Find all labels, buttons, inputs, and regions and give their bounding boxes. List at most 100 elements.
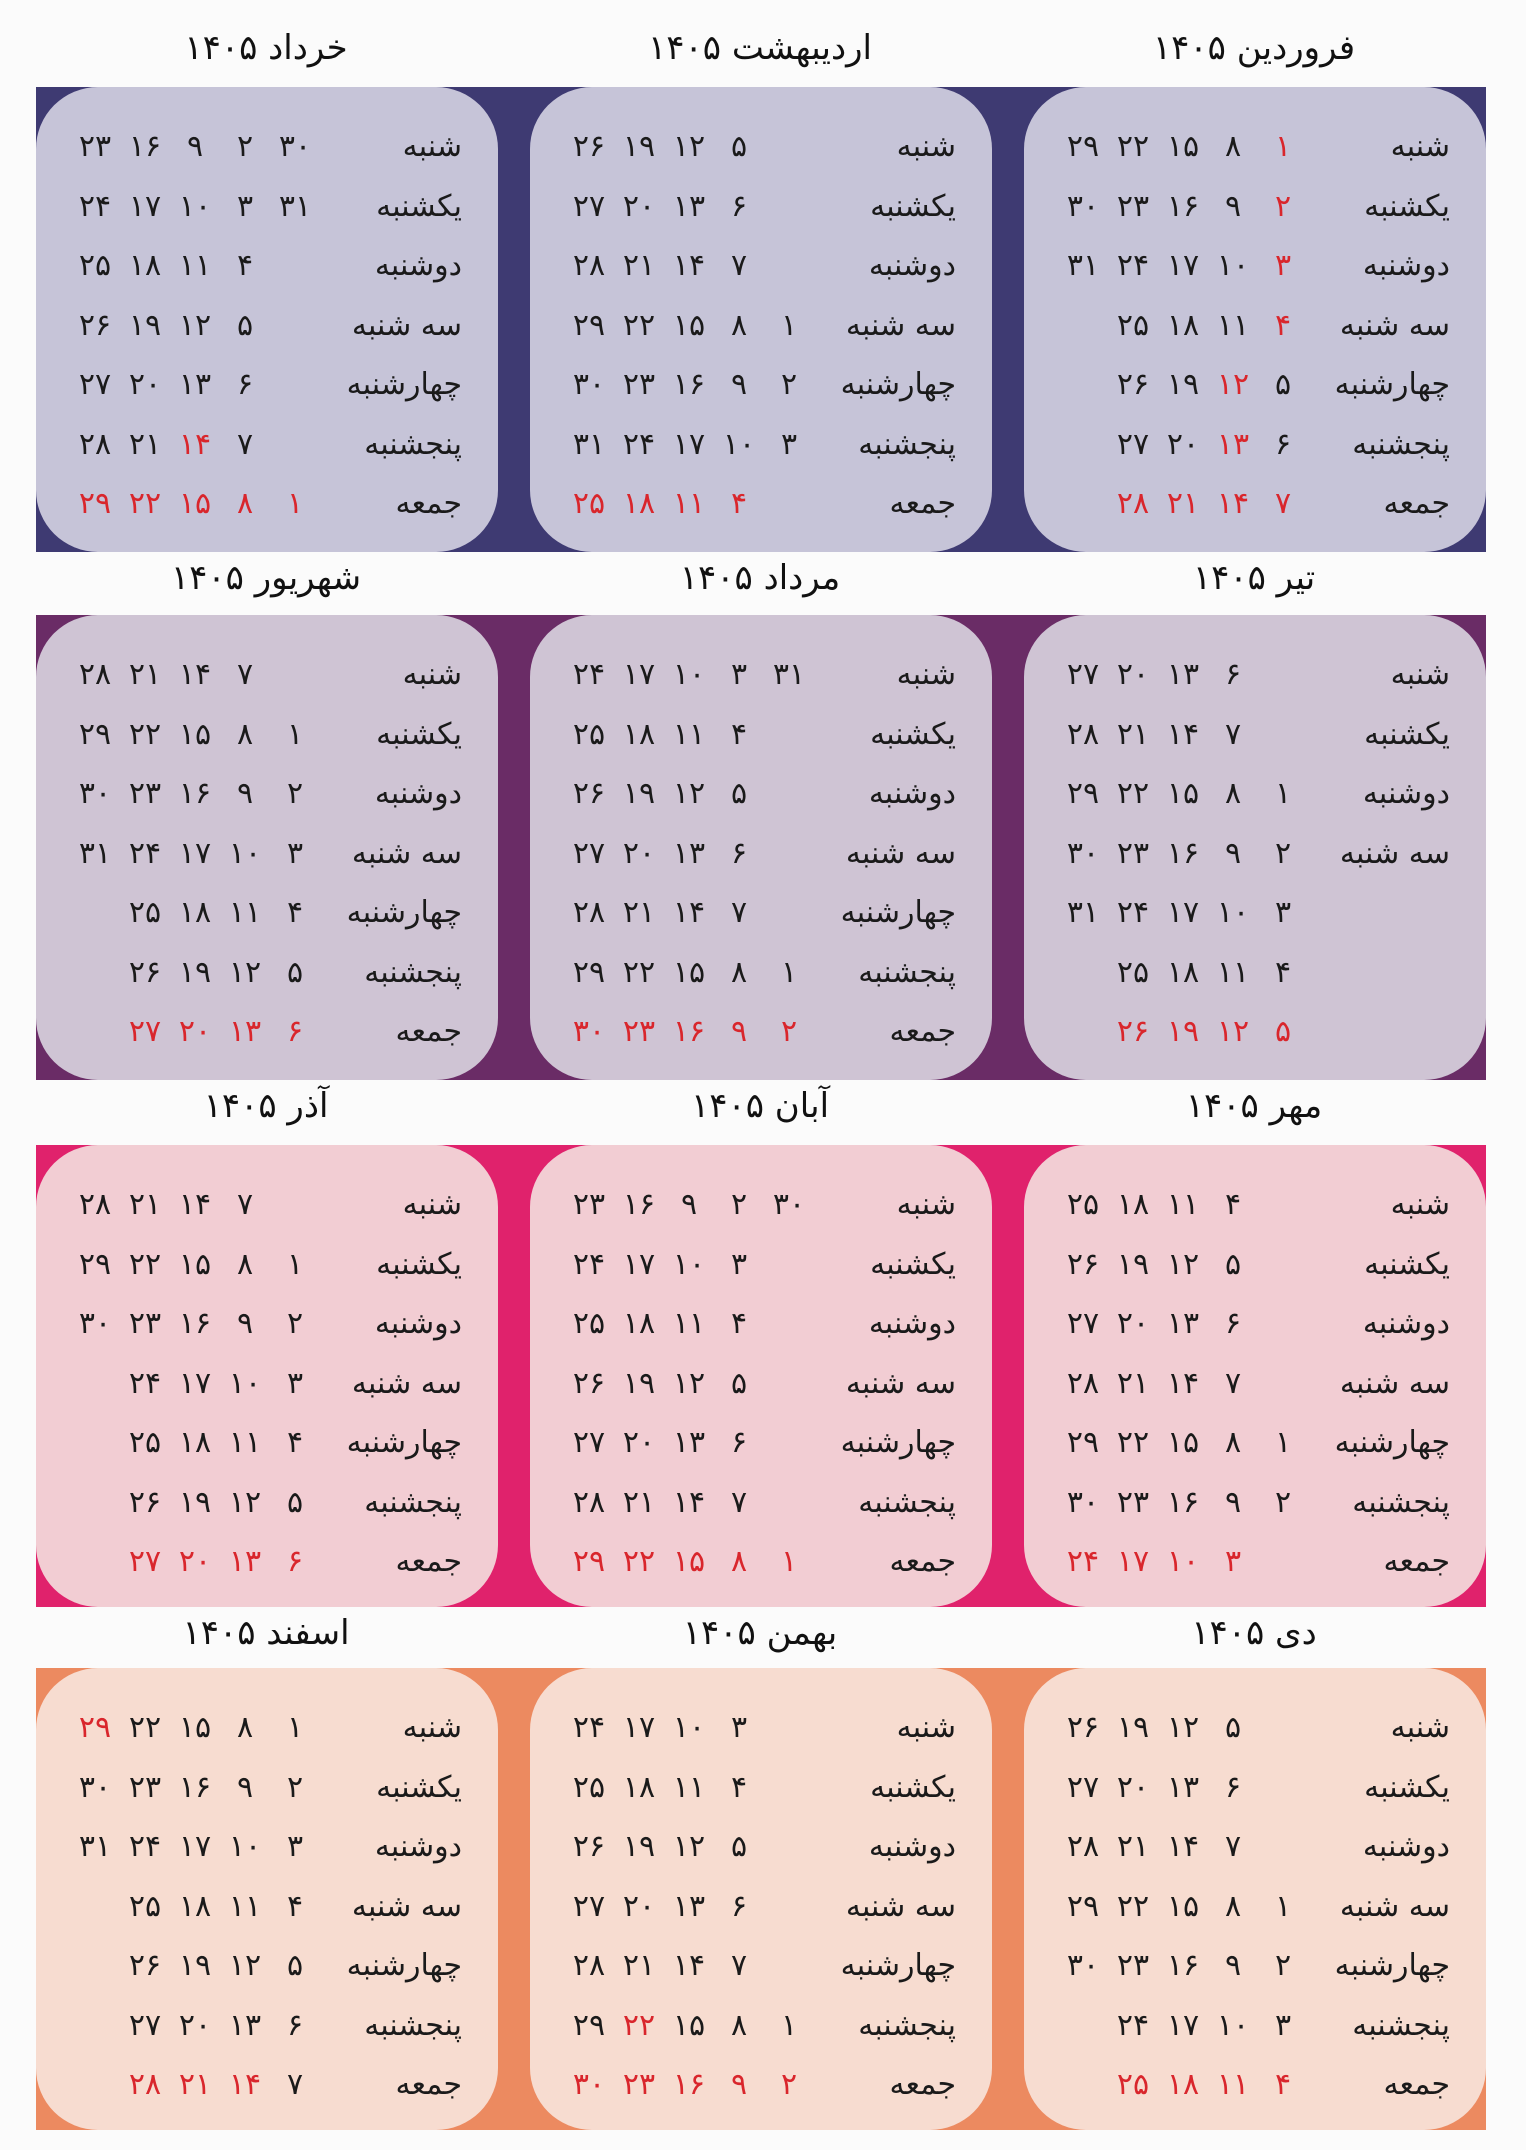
weekday-label: دوشنبه bbox=[868, 1829, 956, 1864]
day-cell: ۱ bbox=[286, 1246, 304, 1282]
day-cell: ۱۱ bbox=[1216, 307, 1250, 343]
day-cell: ۷ bbox=[286, 2067, 304, 2102]
day-cell: ۲۰ bbox=[1166, 426, 1200, 462]
weekday-label: سه شنبه bbox=[1339, 1888, 1450, 1924]
month-card: شنبه ۵ ۱۲ ۱۹ ۲۶ یکشنبه ۶ ۱۳ ۲۰ ۲۷ دوشنبه ۷ ۱۴ ۲۱ ۲۸ سه … bbox=[530, 87, 992, 552]
day-cell: ۲۳ bbox=[128, 1769, 162, 1805]
day-cell: ۱۹ bbox=[128, 307, 162, 343]
weekday-label: سه شنبه bbox=[845, 835, 956, 871]
month-card: شنبه ۱ ۸ ۱۵ ۲۲ ۲۹ یکشنبه ۲ ۹ ۱۶ ۲۳ ۳۰ دوشنبه ۳ ۱۰ ۱۷ ۲۴ ۳… bbox=[36, 1668, 498, 2130]
day-cell: ۱۱ bbox=[228, 1425, 262, 1460]
holiday-day-cell: ۱۳ bbox=[228, 1544, 262, 1579]
day-cell: ۱۴ bbox=[672, 895, 706, 930]
day-cell: ۱۴ bbox=[672, 1484, 706, 1520]
day-cell: ۳۰ bbox=[78, 1306, 112, 1341]
day-cell: ۱۱ bbox=[228, 1888, 262, 1924]
day-cell bbox=[1058, 415, 1108, 475]
day-cell: ۲۴ bbox=[1116, 895, 1150, 930]
holiday-day-cell: ۲۸ bbox=[128, 2067, 162, 2102]
day-cell: ۱۸ bbox=[622, 716, 656, 752]
day-cell: ۱۲ bbox=[228, 1484, 262, 1520]
day-cell: ۷ bbox=[730, 1484, 748, 1520]
month-title: آذر ۱۴۰۵ bbox=[203, 1086, 329, 1126]
weekday-label: چهارشنبه bbox=[346, 1425, 462, 1460]
day-cell: ۵ bbox=[286, 954, 304, 990]
day-cell: ۱۷ bbox=[622, 1710, 656, 1745]
day-cell: ۷ bbox=[1224, 1365, 1242, 1401]
weekday-label: شنبه bbox=[896, 657, 956, 692]
day-cell: ۴ bbox=[236, 248, 254, 283]
day-cell bbox=[1058, 474, 1108, 534]
day-cell: ۱۰ bbox=[178, 188, 212, 224]
day-cell bbox=[1058, 296, 1108, 356]
holiday-day-cell: ۴ bbox=[730, 486, 748, 521]
day-cell: ۹ bbox=[1224, 188, 1242, 224]
day-cell: ۷ bbox=[730, 248, 748, 283]
day-cell: ۲۲ bbox=[1116, 776, 1150, 811]
day-cell: ۲۹ bbox=[1066, 129, 1100, 164]
day-cell bbox=[764, 1235, 814, 1295]
month-grid: شنبه ۵ ۱۲ ۱۹ ۲۶ یکشنبه ۶ ۱۳ ۲۰ ۲۷ دوشنبه ۷ ۱۴ ۲۱ ۲۸ سه … bbox=[1058, 1698, 1458, 2115]
day-cell: ۲۳ bbox=[1116, 188, 1150, 224]
day-cell: ۳۱ bbox=[1066, 895, 1100, 930]
weekday-label: سه شنبه bbox=[351, 1365, 462, 1401]
holiday-day-cell: ۱۲ bbox=[1216, 367, 1250, 402]
day-cell: ۷ bbox=[236, 1187, 254, 1222]
day-cell: ۱۷ bbox=[178, 1829, 212, 1864]
day-cell: ۲۱ bbox=[128, 1187, 162, 1222]
holiday-day-cell: ۲۰ bbox=[178, 1014, 212, 1049]
day-cell: ۱۶ bbox=[178, 1769, 212, 1805]
weekday-label: شنبه bbox=[402, 1710, 462, 1745]
day-cell: ۱۳ bbox=[1166, 657, 1200, 692]
day-cell: ۱۱ bbox=[672, 1769, 706, 1805]
weekday-label: سه شنبه bbox=[351, 307, 462, 343]
day-cell: ۲۵ bbox=[1116, 307, 1150, 343]
weekday-label: جمعه bbox=[1383, 1544, 1450, 1579]
day-cell: ۲۵ bbox=[572, 716, 606, 752]
day-cell: ۱۹ bbox=[178, 1484, 212, 1520]
holiday-day-cell: ۱۶ bbox=[672, 1014, 706, 1049]
holiday-day-cell: ۲ bbox=[1274, 188, 1292, 224]
day-cell: ۲ bbox=[286, 1769, 304, 1805]
holiday-day-cell: ۳۰ bbox=[572, 2067, 606, 2102]
month-card: شنبه ۳۰ ۲ ۹ ۱۶ ۲۳ یکشنبه ۳۱ ۳ ۱۰ ۱۷ ۲۴ دوشنبه ۴ ۱۱ ۱۸ ۲۵… bbox=[36, 87, 498, 552]
month-title: مهر ۱۴۰۵ bbox=[1185, 1086, 1323, 1126]
month-card: شنبه ۳۱ ۳ ۱۰ ۱۷ ۲۴ یکشنبه ۴ ۱۱ ۱۸ ۲۵ دوشنبه ۵ ۱۲ ۱۹ ۲۶ س… bbox=[530, 615, 992, 1080]
day-cell: ۲۴ bbox=[572, 657, 606, 692]
day-cell: ۹ bbox=[236, 1769, 254, 1805]
weekday-label: چهارشنبه bbox=[346, 367, 462, 402]
day-cell: ۲۶ bbox=[128, 1948, 162, 1983]
month-grid: شنبه ۷ ۱۴ ۲۱ ۲۸ یکشنبه ۱ ۸ ۱۵ ۲۲ ۲۹ دوشنبه ۲ ۹ ۱۶ ۲۳ ۳۰ س… bbox=[70, 645, 470, 1062]
day-cell: ۱۴ bbox=[1166, 1829, 1200, 1864]
day-cell: ۱۰ bbox=[672, 657, 706, 692]
day-cell: ۲۹ bbox=[572, 307, 606, 343]
day-cell bbox=[70, 1936, 120, 1996]
day-cell: ۳۰ bbox=[78, 1769, 112, 1805]
weekday-label: پنجشنبه bbox=[364, 1484, 462, 1520]
day-cell bbox=[1258, 1532, 1308, 1592]
day-cell: ۱ bbox=[780, 2007, 798, 2043]
weekday-label: دوشنبه bbox=[868, 776, 956, 811]
weekday-label: یکشنبه bbox=[1364, 716, 1450, 752]
day-cell: ۲۹ bbox=[572, 954, 606, 990]
day-cell: ۱۶ bbox=[178, 776, 212, 811]
weekday-label: سه شنبه bbox=[845, 1365, 956, 1401]
day-cell: ۲۷ bbox=[1066, 657, 1100, 692]
day-cell: ۱۱ bbox=[178, 248, 212, 283]
day-cell: ۲۵ bbox=[572, 1769, 606, 1805]
day-cell: ۱۰ bbox=[228, 835, 262, 871]
day-cell: ۲ bbox=[780, 367, 798, 402]
weekday-label: سه شنبه bbox=[845, 307, 956, 343]
day-cell: ۱۵ bbox=[178, 1246, 212, 1282]
day-cell: ۲۸ bbox=[572, 895, 606, 930]
day-cell bbox=[764, 1473, 814, 1533]
day-cell: ۱۶ bbox=[178, 1306, 212, 1341]
month-card: شنبه ۳۰ ۲ ۹ ۱۶ ۲۳ یکشنبه ۳ ۱۰ ۱۷ ۲۴ دوشنبه ۴ ۱۱ ۱۸ ۲۵ سه… bbox=[530, 1145, 992, 1607]
day-cell: ۱۹ bbox=[622, 1365, 656, 1401]
day-cell: ۱۵ bbox=[672, 307, 706, 343]
holiday-day-cell: ۲۲ bbox=[622, 1544, 656, 1579]
day-cell bbox=[70, 1002, 120, 1062]
day-cell bbox=[70, 1996, 120, 2056]
day-cell: ۳۰ bbox=[78, 776, 112, 811]
holiday-day-cell: ۱۸ bbox=[1166, 2067, 1200, 2102]
